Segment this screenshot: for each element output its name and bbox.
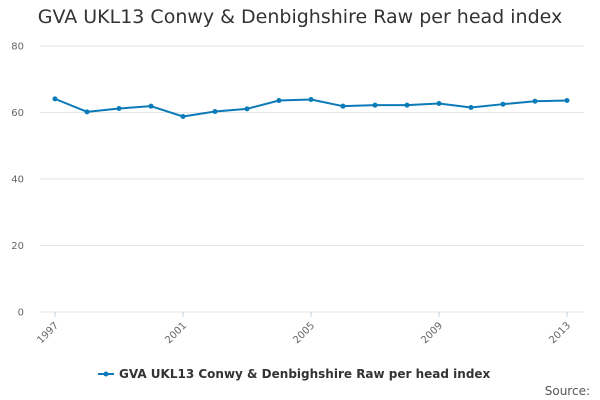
x-tick-label-2001: 2001	[163, 320, 189, 346]
data-point-2002[interactable]	[212, 109, 218, 115]
y-tick-label-60: 60	[11, 108, 24, 119]
x-tick-label-1997: 1997	[35, 320, 61, 346]
x-tick-label-2009: 2009	[419, 320, 445, 346]
data-point-1999[interactable]	[116, 106, 122, 112]
chart-title: GVA UKL13 Conwy & Denbighshire Raw per h…	[37, 6, 563, 28]
data-point-2008[interactable]	[404, 102, 410, 108]
data-point-2013[interactable]	[564, 98, 570, 104]
x-tick-label-2005: 2005	[291, 320, 317, 346]
data-point-2009[interactable]	[436, 101, 442, 107]
y-axis-ticks: 0 20 40 60 80	[11, 42, 24, 319]
data-point-2006[interactable]	[340, 103, 346, 109]
data-point-2005[interactable]	[308, 97, 314, 103]
legend: GVA UKL13 Conwy & Denbighshire Raw per h…	[98, 367, 491, 381]
data-point-2010[interactable]	[468, 105, 474, 111]
gridlines	[40, 45, 584, 313]
data-point-2004[interactable]	[276, 98, 282, 104]
data-point-2011[interactable]	[500, 101, 506, 107]
data-point-2001[interactable]	[180, 113, 186, 119]
data-point-1998[interactable]	[84, 109, 90, 115]
x-tick-label-2013: 2013	[547, 320, 573, 346]
y-tick-label-0: 0	[18, 308, 24, 319]
y-tick-label-20: 20	[11, 241, 24, 252]
data-point-2003[interactable]	[244, 106, 250, 112]
data-point-2000[interactable]	[148, 103, 154, 109]
y-tick-label-80: 80	[11, 42, 24, 53]
x-axis-ticks: 1997 2001 2005 2009 2013	[35, 312, 573, 346]
data-point-2007[interactable]	[372, 102, 378, 108]
y-tick-label-40: 40	[11, 175, 24, 186]
legend-marker-symbol[interactable]	[103, 371, 109, 377]
legend-label[interactable]: GVA UKL13 Conwy & Denbighshire Raw per h…	[119, 367, 491, 381]
series-layer	[52, 96, 570, 119]
source-credit[interactable]: Source:	[545, 384, 590, 398]
data-point-2012[interactable]	[532, 98, 538, 104]
data-point-1997[interactable]	[52, 96, 58, 102]
